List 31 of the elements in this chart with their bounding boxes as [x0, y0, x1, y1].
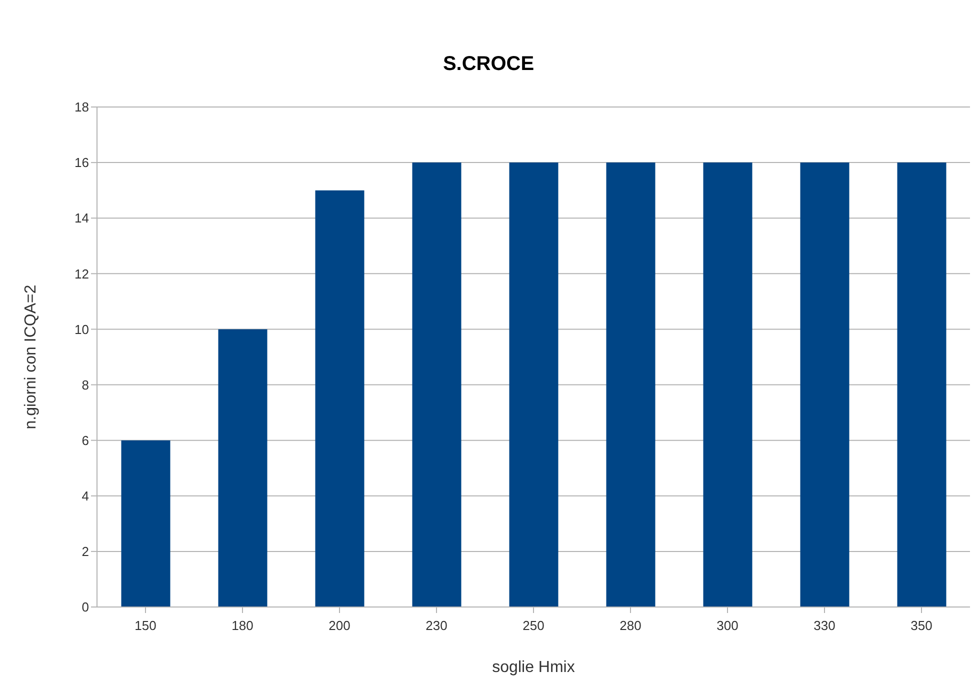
y-tick-label: 10 — [74, 322, 89, 337]
y-axis-title: n.giorni con ICQA=2 — [22, 284, 40, 430]
x-tick-label: 350 — [910, 618, 932, 634]
x-tick-label: 330 — [814, 618, 836, 634]
x-tick-label: 300 — [716, 618, 738, 634]
y-tick-label: 2 — [82, 544, 89, 560]
y-tick-label: 12 — [74, 266, 89, 282]
x-tick-label: 150 — [134, 618, 156, 634]
y-tick-label: 16 — [74, 155, 89, 170]
x-tick-label: 280 — [620, 618, 642, 634]
y-tick-label: 4 — [82, 488, 89, 504]
x-axis-title: soglie Hmix — [492, 659, 575, 676]
x-tick-label: 200 — [328, 618, 350, 634]
bar — [897, 162, 946, 607]
y-tick-label: 14 — [74, 210, 89, 226]
y-tick-label: 6 — [82, 432, 89, 448]
bar — [315, 190, 364, 607]
bar — [218, 329, 268, 607]
bar — [412, 162, 462, 607]
x-tick-label: 180 — [232, 618, 254, 634]
y-tick-label: 0 — [82, 600, 89, 615]
x-tick-label: 250 — [522, 618, 544, 634]
bar — [121, 440, 170, 607]
x-tick-label: 230 — [426, 618, 448, 634]
chart-title: S.CROCE — [442, 53, 536, 76]
bar — [703, 162, 752, 607]
bar — [509, 162, 558, 607]
y-tick-label: 8 — [82, 377, 89, 392]
bar — [800, 162, 850, 607]
bar — [606, 162, 656, 607]
y-tick-label: 18 — [74, 100, 89, 115]
